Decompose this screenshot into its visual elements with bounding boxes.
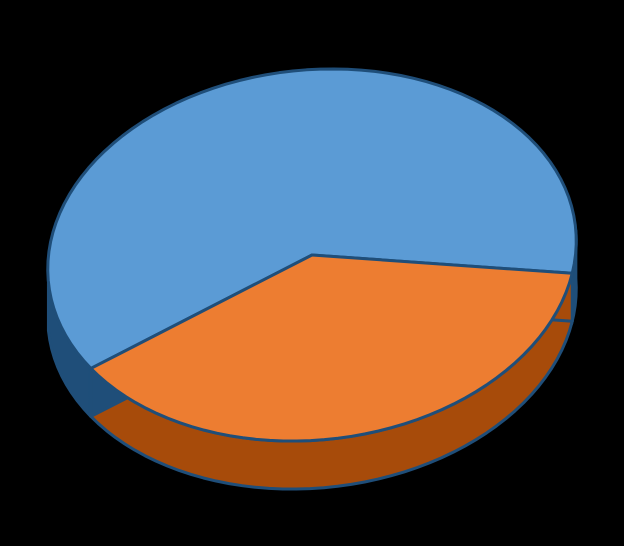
- pie-chart-3d: [0, 0, 624, 546]
